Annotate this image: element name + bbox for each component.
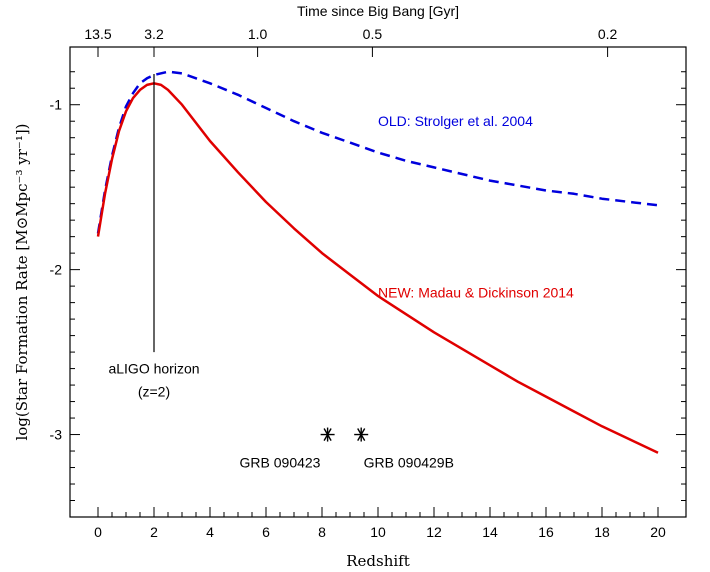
grb-label: GRB 090429B xyxy=(364,455,454,471)
new-sfr-line xyxy=(96,82,659,454)
x-tick-label: 6 xyxy=(262,524,270,540)
y-tick-label: -3 xyxy=(50,427,63,443)
grb-marker xyxy=(354,427,369,442)
x-tick-label: 10 xyxy=(370,524,386,540)
x-tick-label: 0 xyxy=(94,524,102,540)
x-tick-label: 2 xyxy=(150,524,158,540)
x-tick-label: 12 xyxy=(426,524,442,540)
top-tick-label: 1.0 xyxy=(248,26,268,42)
aligo-redshift-label: (z=2) xyxy=(138,384,170,400)
aligo-label: aLIGO horizon xyxy=(108,361,199,377)
old-series-label: OLD: Strolger et al. 2004 xyxy=(378,113,533,129)
grb-points: GRB 090423 GRB 090429B xyxy=(240,427,454,471)
old-sfr-line xyxy=(96,70,659,234)
annotations: aLIGO horizon (z=2) xyxy=(108,361,199,400)
x-tick-label: 18 xyxy=(594,524,610,540)
x-tick-label: 14 xyxy=(482,524,498,540)
x-tick-label: 8 xyxy=(318,524,326,540)
top-tick-label: 0.5 xyxy=(363,26,383,42)
grb-label: GRB 090423 xyxy=(240,455,321,471)
tick-labels: 0 2 4 6 8 10 12 14 16 18 20 -1 -2 -3 13.5 3.2 1.0 0.5 0.2 xyxy=(50,26,666,540)
top-tick-label: 13.5 xyxy=(84,26,111,42)
top-tick-label: 0.2 xyxy=(598,26,618,42)
x-tick-label: 16 xyxy=(538,524,554,540)
x-axis-label: Redshift xyxy=(346,552,410,570)
top-tick-label: 3.2 xyxy=(144,26,164,42)
series-layer: OLD: Strolger et al. 2004 NEW: Madau & Di… xyxy=(96,70,659,454)
y-tick-label: -1 xyxy=(50,97,63,113)
x-tick-label: 4 xyxy=(206,524,214,540)
x-tick-label: 20 xyxy=(650,524,666,540)
tick-marks xyxy=(70,47,686,517)
new-series-label: NEW: Madau & Dickinson 2014 xyxy=(378,285,574,301)
top-axis-label: Time since Big Bang [Gyr] xyxy=(297,3,459,19)
y-axis-label: log(Star Formation Rate [M⊙Mpc⁻³ yr⁻¹]) xyxy=(13,123,31,440)
y-tick-label: -2 xyxy=(50,262,63,278)
grb-marker xyxy=(320,427,335,442)
